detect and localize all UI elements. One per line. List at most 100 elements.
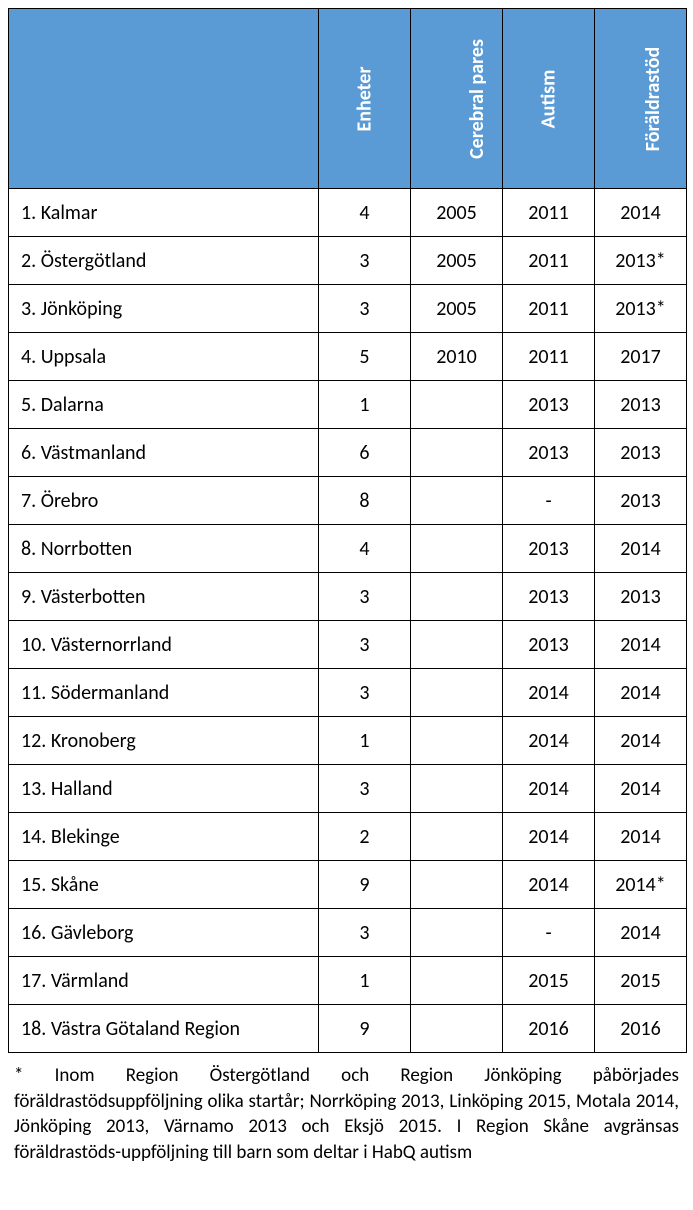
- cp-cell: [411, 621, 503, 669]
- table-row: 12. Kronoberg120142014: [9, 717, 687, 765]
- foraldrastod-cell: 2014*: [595, 861, 687, 909]
- foraldrastod-cell: 2014: [595, 621, 687, 669]
- autism-cell: 2016: [503, 1005, 595, 1053]
- enheter-cell: 9: [319, 1005, 411, 1053]
- region-name-cell: 17. Värmland: [9, 957, 319, 1005]
- table-row: 9. Västerbotten320132013: [9, 573, 687, 621]
- cp-cell: 2010: [411, 333, 503, 381]
- cp-cell: [411, 669, 503, 717]
- table-row: 18. Västra Götaland Region9 20162016: [9, 1005, 687, 1053]
- autism-cell: 2013: [503, 381, 595, 429]
- foraldrastod-cell: 2013: [595, 381, 687, 429]
- header-row: Enheter Cerebral pares Autism Föräldrast…: [9, 9, 687, 189]
- cp-cell: [411, 429, 503, 477]
- header-blank: [9, 9, 319, 189]
- foraldrastod-cell: 2014: [595, 189, 687, 237]
- enheter-cell: 1: [319, 381, 411, 429]
- table-row: 1. Kalmar4200520112014: [9, 189, 687, 237]
- autism-cell: -: [503, 909, 595, 957]
- region-name-cell: 7. Örebro: [9, 477, 319, 525]
- foraldrastod-cell: 2017: [595, 333, 687, 381]
- autism-cell: 2011: [503, 333, 595, 381]
- region-name-cell: 5. Dalarna: [9, 381, 319, 429]
- foraldrastod-cell: 2016: [595, 1005, 687, 1053]
- region-name-cell: 18. Västra Götaland Region: [9, 1005, 319, 1053]
- enheter-cell: 2: [319, 813, 411, 861]
- table-row: 8. Norrbotten420132014: [9, 525, 687, 573]
- regions-table: Enheter Cerebral pares Autism Föräldrast…: [8, 8, 687, 1053]
- region-name-cell: 13. Halland: [9, 765, 319, 813]
- region-name-cell: 10. Västernorrland: [9, 621, 319, 669]
- foraldrastod-cell: 2014: [595, 813, 687, 861]
- enheter-cell: 1: [319, 717, 411, 765]
- table-row: 16. Gävleborg3-2014: [9, 909, 687, 957]
- autism-cell: 2013: [503, 525, 595, 573]
- region-name-cell: 1. Kalmar: [9, 189, 319, 237]
- foraldrastod-cell: 2013*: [595, 237, 687, 285]
- cp-cell: [411, 765, 503, 813]
- table-row: 6. Västmanland6 20132013: [9, 429, 687, 477]
- cp-cell: [411, 861, 503, 909]
- header-autism-label: Autism: [537, 69, 561, 128]
- enheter-cell: 9: [319, 861, 411, 909]
- table-row: 5. Dalarna1 20132013: [9, 381, 687, 429]
- autism-cell: -: [503, 477, 595, 525]
- enheter-cell: 1: [319, 957, 411, 1005]
- foraldrastod-cell: 2013: [595, 429, 687, 477]
- cp-cell: [411, 525, 503, 573]
- autism-cell: 2011: [503, 285, 595, 333]
- enheter-cell: 3: [319, 573, 411, 621]
- cp-cell: 2005: [411, 189, 503, 237]
- cp-cell: [411, 957, 503, 1005]
- cp-cell: [411, 381, 503, 429]
- enheter-cell: 3: [319, 285, 411, 333]
- region-name-cell: 12. Kronoberg: [9, 717, 319, 765]
- region-name-cell: 4. Uppsala: [9, 333, 319, 381]
- enheter-cell: 3: [319, 909, 411, 957]
- foraldrastod-cell: 2013*: [595, 285, 687, 333]
- cp-cell: [411, 573, 503, 621]
- table-row: 10. Västernorrland3 20132014: [9, 621, 687, 669]
- table-row: 3. Jönköping3200520112013*: [9, 285, 687, 333]
- header-cp-label: Cerebral pares: [465, 39, 489, 159]
- region-name-cell: 8. Norrbotten: [9, 525, 319, 573]
- autism-cell: 2011: [503, 237, 595, 285]
- autism-cell: 2014: [503, 813, 595, 861]
- table-row: 17. Värmland1 20152015: [9, 957, 687, 1005]
- header-cerebral-pares: Cerebral pares: [411, 9, 503, 189]
- table-row: 7. Örebro8-2013: [9, 477, 687, 525]
- table-row: 4. Uppsala5201020112017: [9, 333, 687, 381]
- enheter-cell: 4: [319, 189, 411, 237]
- autism-cell: 2014: [503, 765, 595, 813]
- enheter-cell: 3: [319, 765, 411, 813]
- header-foraldrastod-label: Föräldrastöd: [641, 46, 665, 150]
- autism-cell: 2013: [503, 621, 595, 669]
- table-row: 14. Blekinge2 20142014: [9, 813, 687, 861]
- region-name-cell: 14. Blekinge: [9, 813, 319, 861]
- enheter-cell: 3: [319, 621, 411, 669]
- foraldrastod-cell: 2014: [595, 525, 687, 573]
- table-row: 15. Skåne920142014*: [9, 861, 687, 909]
- region-name-cell: 16. Gävleborg: [9, 909, 319, 957]
- region-name-cell: 15. Skåne: [9, 861, 319, 909]
- region-name-cell: 11. Södermanland: [9, 669, 319, 717]
- foraldrastod-cell: 2014: [595, 717, 687, 765]
- enheter-cell: 3: [319, 669, 411, 717]
- autism-cell: 2013: [503, 429, 595, 477]
- cp-cell: [411, 717, 503, 765]
- table-row: 2. Östergötland3200520112013*: [9, 237, 687, 285]
- autism-cell: 2015: [503, 957, 595, 1005]
- foraldrastod-cell: 2013: [595, 573, 687, 621]
- cp-cell: 2005: [411, 237, 503, 285]
- header-enheter: Enheter: [319, 9, 411, 189]
- header-autism: Autism: [503, 9, 595, 189]
- cp-cell: [411, 477, 503, 525]
- cp-cell: [411, 813, 503, 861]
- enheter-cell: 6: [319, 429, 411, 477]
- region-name-cell: 3. Jönköping: [9, 285, 319, 333]
- cp-cell: 2005: [411, 285, 503, 333]
- enheter-cell: 5: [319, 333, 411, 381]
- foraldrastod-cell: 2013: [595, 477, 687, 525]
- region-name-cell: 6. Västmanland: [9, 429, 319, 477]
- foraldrastod-cell: 2015: [595, 957, 687, 1005]
